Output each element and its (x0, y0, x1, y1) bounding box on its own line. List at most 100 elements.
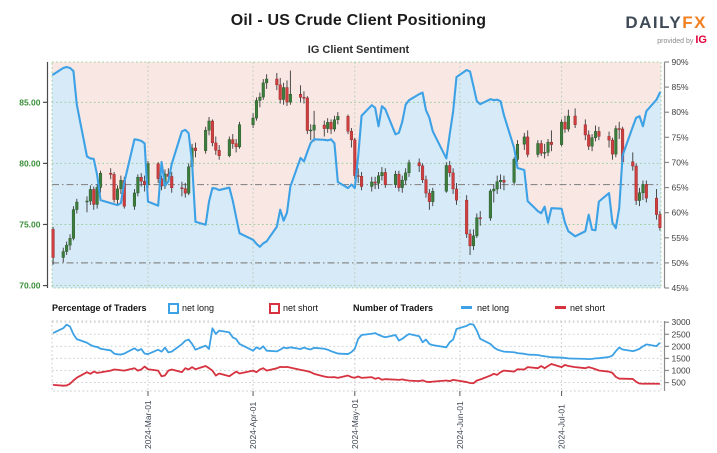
candle-up (288, 94, 292, 103)
candle-down (373, 181, 377, 184)
candle-up (546, 141, 550, 153)
candle-up (132, 192, 136, 207)
count-line-net-long (52, 323, 661, 361)
candle-up (95, 187, 99, 205)
candle-up (68, 238, 72, 246)
candle-down (454, 188, 458, 201)
price-tick-label: 80.00 (19, 158, 41, 168)
candle-down (143, 181, 147, 185)
candle-down (397, 173, 401, 188)
candle-up (238, 124, 242, 148)
legend-netshort-square-icon (269, 303, 280, 315)
value-tick-label: 1500 (672, 353, 691, 363)
candles (51, 70, 662, 265)
candle-up (380, 172, 384, 176)
candle-down (634, 165, 638, 201)
number-of-traders-chart: 3000 2500 2000 1500 1000 500 2024-Mar-01 2024-A… (51, 317, 691, 449)
legend-num-netlong-label: net long (477, 303, 510, 313)
candle-up (207, 120, 211, 131)
percent-tick-label: 65% (672, 183, 689, 193)
candle-down (183, 188, 187, 194)
date-tick-label: 2024-Jul-01 (557, 404, 567, 449)
value-tick-label: 3000 (672, 317, 691, 327)
candle-down (607, 136, 611, 141)
candle-up (407, 162, 411, 174)
price-tick-label: 75.00 (19, 219, 41, 229)
candle-down (421, 165, 425, 180)
candle-down (451, 172, 455, 190)
candle-up (404, 172, 408, 181)
percent-tick-label: 90% (672, 57, 689, 67)
date-tick-label: 2024-Jun-01 (455, 401, 465, 449)
candle-up (543, 152, 547, 154)
candle-down (305, 97, 309, 131)
candle-down (214, 142, 218, 151)
candle-down (299, 94, 303, 98)
candle-up (593, 131, 597, 138)
main-chart: 85.00 80.00 75.00 70.00 90% 85% 80% 75% 70% 65% 60… (19, 57, 689, 391)
candle-down (583, 124, 587, 136)
date-tick-label: 2024-Apr-01 (248, 401, 258, 449)
candle-up (309, 129, 313, 132)
value-tick-label: 2500 (672, 329, 691, 339)
percent-tick-label: 75% (672, 132, 689, 142)
candle-up (204, 129, 208, 151)
main-plot-frame (51, 61, 662, 289)
candle-down (156, 163, 160, 179)
candle-down (587, 134, 591, 147)
candle-down (302, 97, 306, 99)
candle-down (109, 173, 113, 175)
candle-up (400, 179, 404, 188)
candle-up (115, 188, 119, 200)
candle-up (312, 124, 316, 131)
legend-pct-netshort-label: net short (283, 303, 319, 313)
candle-down (526, 136, 530, 155)
candle-down (417, 162, 421, 167)
legend-netshort-dash-icon (555, 303, 566, 313)
candle-down (617, 128, 621, 130)
percent-tick-label: 85% (672, 82, 689, 92)
percent-tick-label: 50% (672, 258, 689, 268)
chart-subtitle: IG Client Sentiment (307, 44, 410, 56)
candle-down (217, 150, 221, 156)
legend-pct-netlong-label: net long (182, 303, 215, 313)
value-tick-label: 1000 (672, 365, 691, 375)
candle-down (275, 78, 279, 86)
legend-group-percentage: Percentage of Traders (52, 303, 147, 313)
candle-up (614, 128, 618, 155)
ig-logo: IG (695, 34, 707, 46)
candle-down (356, 175, 360, 177)
candle-up (492, 188, 496, 192)
candle-up (566, 115, 570, 130)
candle-down (170, 176, 174, 188)
candle-down (465, 199, 469, 235)
candle-down (346, 116, 350, 132)
value-tick-label: 2000 (672, 341, 691, 351)
candle-up (99, 173, 103, 188)
candle-down (658, 214, 662, 228)
candle-down (234, 143, 238, 148)
candle-down (353, 139, 357, 176)
value-tick-label: 500 (672, 378, 686, 388)
candle-up (336, 116, 340, 120)
candle-up (251, 117, 255, 125)
legend-group-number: Number of Traders (353, 303, 434, 313)
candle-down (655, 197, 659, 215)
candle-down (448, 165, 452, 174)
candle-down (573, 115, 577, 125)
percent-tick-label: 55% (672, 233, 689, 243)
logo-daily-text: DAILY (625, 13, 683, 32)
candle-down (427, 192, 431, 202)
candle-down (193, 147, 197, 151)
candle-up (85, 200, 89, 203)
candle-down (285, 87, 289, 103)
candle-down (644, 184, 648, 199)
candle-up (638, 192, 642, 201)
chart-legend: Percentage of Traders net long net short… (52, 303, 664, 317)
candle-up (590, 137, 594, 147)
legend-num-netshort-label: net short (570, 303, 606, 313)
candle-down (610, 139, 614, 155)
candle-down (383, 172, 387, 185)
candle-down (563, 121, 567, 130)
